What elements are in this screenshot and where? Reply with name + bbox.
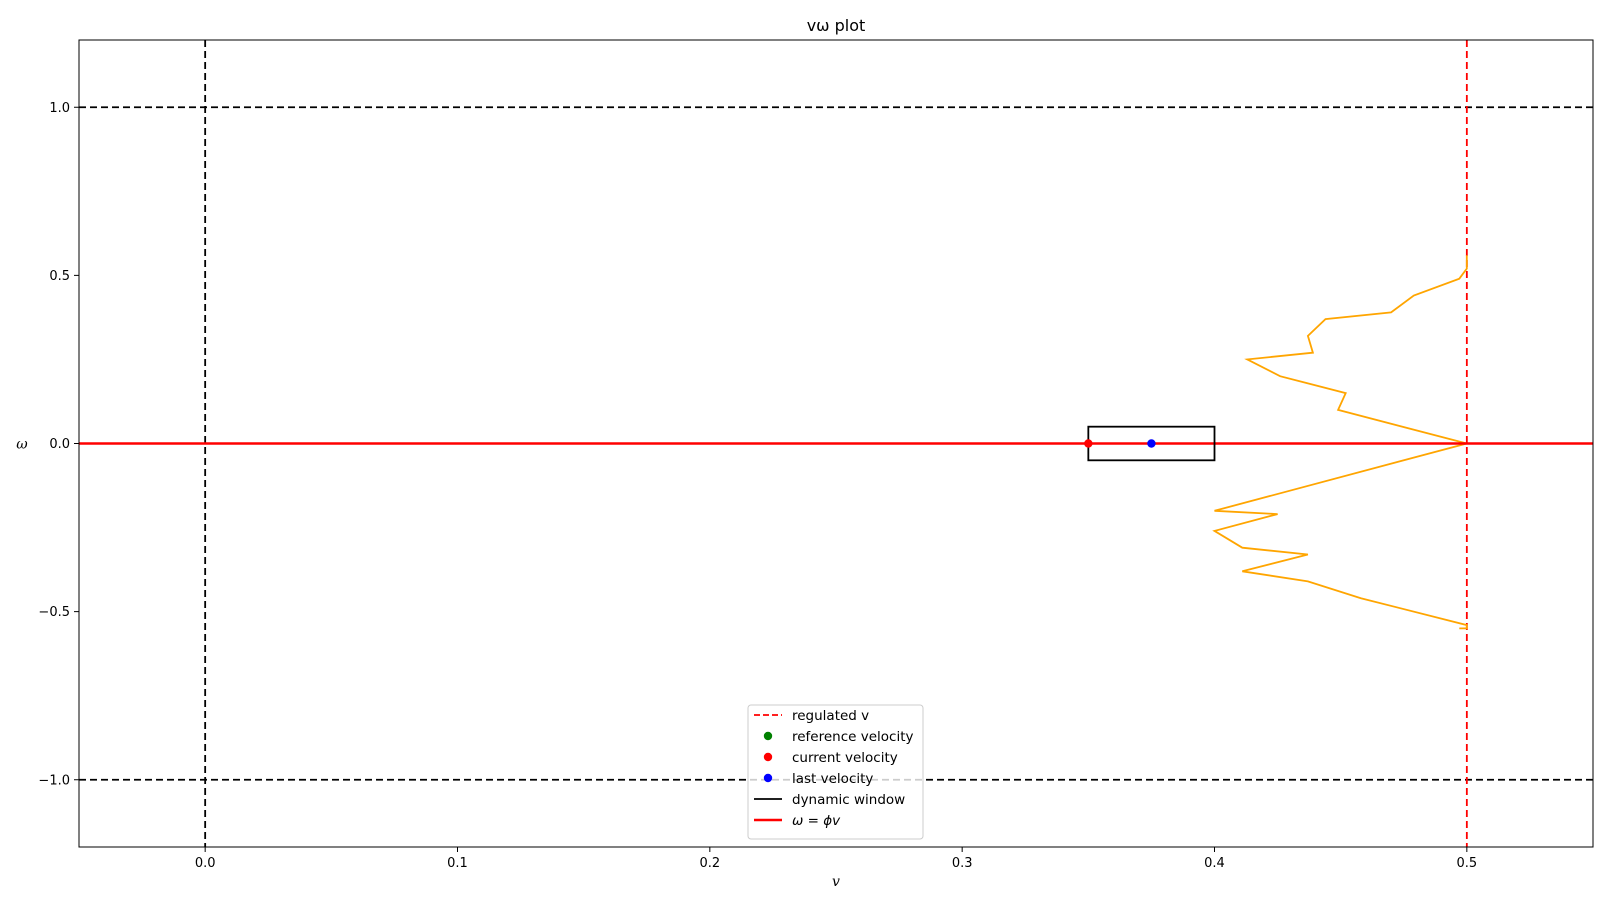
x-tick-label: 0.1 xyxy=(447,856,468,871)
x-axis-label: v xyxy=(832,874,840,890)
plot-content xyxy=(79,40,1593,847)
y-axis-label: ω xyxy=(16,437,28,453)
legend-entry: current velocity xyxy=(763,750,898,766)
y-tick-label: 0.0 xyxy=(49,437,70,452)
legend-entry: last velocity xyxy=(763,771,873,787)
legend-label: current velocity xyxy=(792,750,898,766)
current-velocity-point xyxy=(1084,439,1093,448)
legend-entry: regulated v xyxy=(754,708,869,724)
legend-swatch-marker xyxy=(763,752,773,762)
y-tick-label: 1.0 xyxy=(49,101,70,116)
legend-entry: reference velocity xyxy=(763,729,914,745)
legend-entry: dynamic window xyxy=(754,792,905,808)
x-tick-label: 0.4 xyxy=(1204,856,1225,871)
legend-label: last velocity xyxy=(792,771,873,787)
x-tick-label: 0.3 xyxy=(952,856,973,871)
legend-label: dynamic window xyxy=(792,792,905,808)
last-velocity-point xyxy=(1147,439,1156,448)
y-tick-label: 0.5 xyxy=(49,269,70,284)
legend-entry: ω = ϕv xyxy=(754,813,841,829)
x-tick-label: 0.2 xyxy=(699,856,720,871)
legend-label: ω = ϕv xyxy=(792,813,841,829)
legend-box xyxy=(747,704,924,840)
chart-title: vω plot xyxy=(807,16,866,35)
legend-swatch-marker xyxy=(763,773,773,783)
legend-label: reference velocity xyxy=(792,729,914,745)
x-tick-label: 0.0 xyxy=(195,856,216,871)
plot-area: 0.0 0.1 0.2 0.3 0.4 0.5 −1.0 −0.5 0.0 0.5 1.0 xyxy=(38,39,1594,871)
y-tick-label: −1.0 xyxy=(38,773,70,788)
y-tick-label: −0.5 xyxy=(38,605,70,620)
legend-swatch-marker xyxy=(763,731,773,741)
legend: regulated v reference velocity current vel… xyxy=(747,704,924,840)
candidate-trace-line xyxy=(1212,255,1471,630)
x-tick-label: 0.5 xyxy=(1456,856,1477,871)
legend-label: regulated v xyxy=(792,708,869,724)
